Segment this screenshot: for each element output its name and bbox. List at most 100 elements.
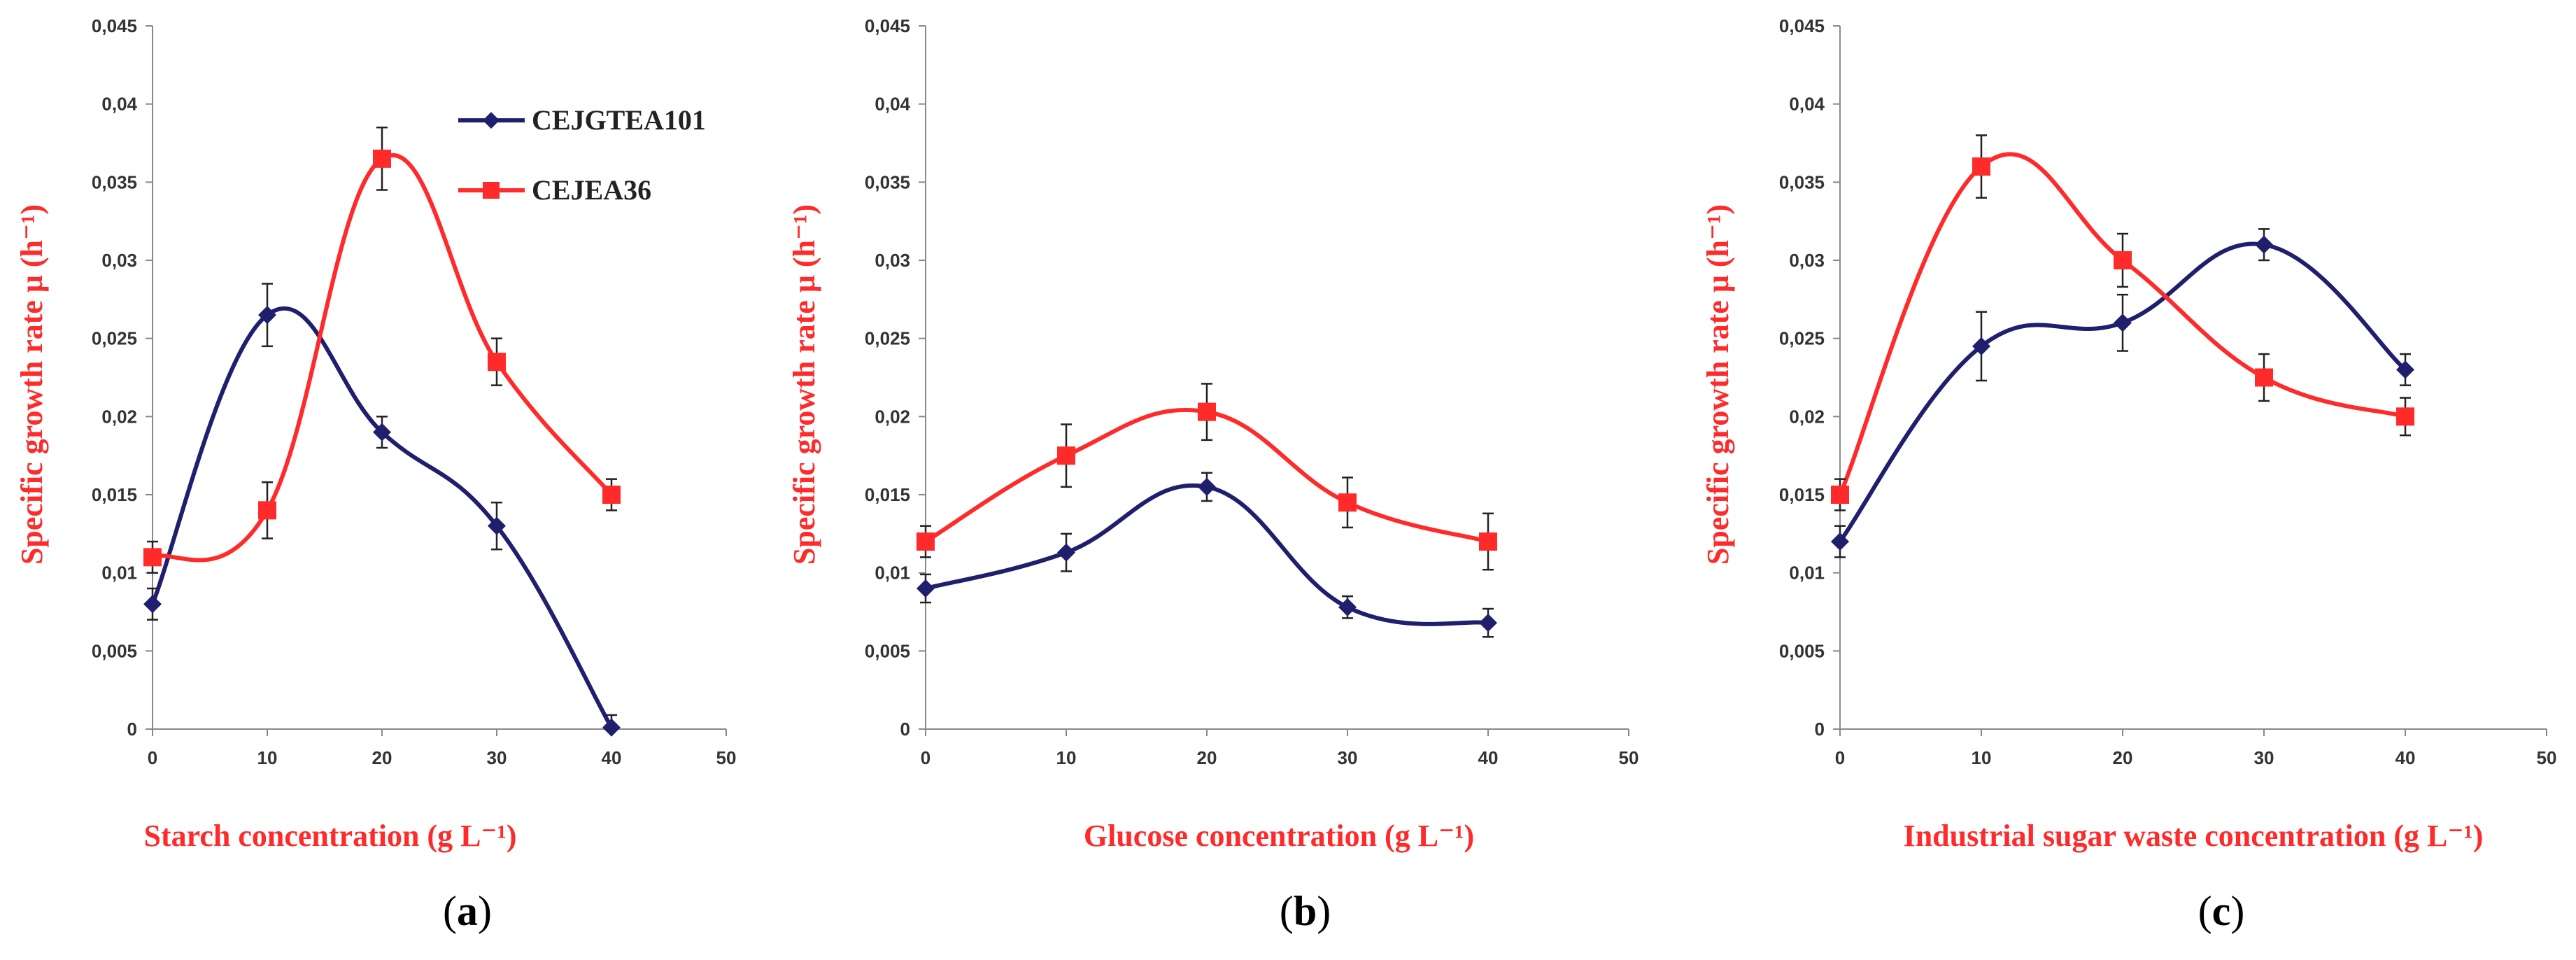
- x-tick-label: 30: [1338, 747, 1358, 768]
- y-tick-label: 0,015: [865, 484, 910, 505]
- x-tick-label: 20: [2113, 747, 2133, 768]
- x-tick-label: 0: [1835, 747, 1845, 768]
- y-tick-label: 0,015: [92, 484, 137, 505]
- data-point-square: [917, 532, 935, 551]
- data-point-diamond: [1338, 598, 1357, 616]
- x-tick-label: 10: [1972, 747, 1992, 768]
- series-line: [1838, 241, 2407, 543]
- data-point-diamond: [143, 595, 162, 614]
- data-point-square: [488, 353, 506, 372]
- legend-marker-diamond: [483, 112, 500, 129]
- y-tick-label: 0: [127, 719, 137, 740]
- data-point-square: [602, 486, 621, 504]
- data-point-square: [143, 548, 162, 567]
- data-point-diamond: [917, 579, 935, 598]
- x-tick-label: 40: [602, 747, 622, 768]
- legend-entry: CEJEA36: [458, 174, 651, 206]
- data-point-diamond: [1057, 543, 1075, 562]
- data-point-square: [1198, 402, 1216, 421]
- x-tick-label: 50: [1619, 747, 1639, 768]
- y-tick-label: 0,03: [101, 250, 137, 271]
- y-tick-label: 0: [900, 719, 910, 740]
- data-point-diamond: [2114, 313, 2132, 332]
- y-tick-label: 0,01: [1789, 563, 1825, 584]
- y-axis-title: Specific growth rate μ (h⁻¹): [787, 204, 821, 565]
- y-tick-label: 0,045: [92, 15, 137, 36]
- data-point-diamond: [2396, 360, 2414, 379]
- data-point-diamond: [2255, 235, 2273, 254]
- y-tick-label: 0,025: [92, 328, 137, 349]
- x-tick-label: 20: [1197, 747, 1217, 768]
- legend-marker-square: [483, 182, 500, 199]
- series-cejgtea101: [143, 283, 621, 737]
- y-tick-label: 0,04: [875, 94, 910, 115]
- y-tick-label: 0,005: [1779, 640, 1825, 661]
- x-tick-label: 10: [1056, 747, 1077, 768]
- y-tick-label: 0,015: [1779, 484, 1825, 505]
- series-line: [150, 306, 614, 729]
- x-tick-label: 20: [372, 747, 392, 768]
- legend: CEJGTEA101 CEJEA36: [458, 104, 706, 206]
- x-tick-label: 0: [148, 747, 157, 768]
- y-tick-label: 0,02: [875, 406, 910, 427]
- data-point-diamond: [258, 306, 276, 325]
- data-point-diamond: [1479, 614, 1497, 633]
- series-cejgtea101: [917, 472, 1497, 638]
- y-tick-label: 0,005: [92, 640, 137, 661]
- y-tick-label: 0,02: [101, 406, 137, 427]
- data-point-square: [2396, 407, 2414, 426]
- y-tick-label: 0,025: [865, 328, 910, 349]
- series-cejgtea101: [1831, 228, 2414, 558]
- data-point-diamond: [488, 516, 506, 535]
- x-tick-label: 0: [921, 747, 930, 768]
- y-tick-label: 0: [1815, 719, 1825, 740]
- x-axis-title: Starch concentration (g L⁻¹): [144, 819, 517, 853]
- data-point-square: [1057, 446, 1075, 465]
- y-axis-title: Specific growth rate μ (h⁻¹): [15, 204, 49, 565]
- y-tick-label: 0,035: [1779, 171, 1825, 192]
- data-point-square: [2255, 368, 2273, 387]
- series-line: [1838, 152, 2406, 496]
- y-tick-label: 0,03: [875, 250, 910, 271]
- y-tick-label: 0,045: [865, 15, 910, 36]
- y-tick-label: 0,01: [101, 563, 137, 584]
- y-tick-label: 0,045: [1779, 15, 1825, 36]
- panel-label: (a): [443, 888, 492, 934]
- y-tick-label: 0,04: [101, 94, 137, 115]
- panel-label: (b): [1280, 888, 1331, 934]
- series-cejea36: [917, 383, 1497, 571]
- x-axis-title: Industrial sugar waste concentration (g …: [1904, 819, 2484, 853]
- data-point-square: [1479, 532, 1497, 551]
- panel-c: 0 0,005 0,01 0,015 0,02 0,025 0,03 0,035 0,04 0,0…: [1701, 15, 2556, 934]
- x-tick-label: 40: [2395, 747, 2416, 768]
- data-point-diamond: [1972, 337, 1990, 355]
- panel-a: 0 0,005 0,01 0,015 0,02 0,025 0,03 0,035 0,04 0,0…: [15, 15, 736, 934]
- data-point-diamond: [1831, 532, 1849, 551]
- legend-label: CEJEA36: [532, 174, 651, 206]
- series-line: [925, 483, 1489, 626]
- x-tick-label: 30: [2254, 747, 2274, 768]
- panel-b: 0 0,005 0,01 0,015 0,02 0,025 0,03 0,035 0,04 0,0…: [787, 15, 1639, 934]
- series-cejea36: [1831, 134, 2414, 511]
- data-point-square: [1338, 493, 1357, 512]
- data-point-square: [2114, 251, 2132, 269]
- series-line: [151, 153, 614, 563]
- data-point-diamond: [602, 718, 621, 737]
- data-point-square: [1831, 486, 1849, 504]
- legend-entry: CEJGTEA101: [458, 104, 706, 136]
- y-axis-title: Specific growth rate μ (h⁻¹): [1701, 204, 1735, 565]
- data-point-square: [258, 501, 276, 520]
- x-tick-label: 50: [2537, 747, 2557, 768]
- y-tick-label: 0,02: [1789, 406, 1825, 427]
- y-tick-label: 0,035: [865, 171, 910, 192]
- series-cejea36: [143, 126, 621, 574]
- data-point-diamond: [1198, 477, 1216, 496]
- x-tick-label: 10: [257, 747, 278, 768]
- panel-label: (c): [2198, 888, 2245, 934]
- y-tick-label: 0,03: [1789, 250, 1825, 271]
- y-tick-label: 0,025: [1779, 328, 1825, 349]
- x-tick-label: 40: [1478, 747, 1499, 768]
- x-axis-title: Glucose concentration (g L⁻¹): [1084, 819, 1474, 853]
